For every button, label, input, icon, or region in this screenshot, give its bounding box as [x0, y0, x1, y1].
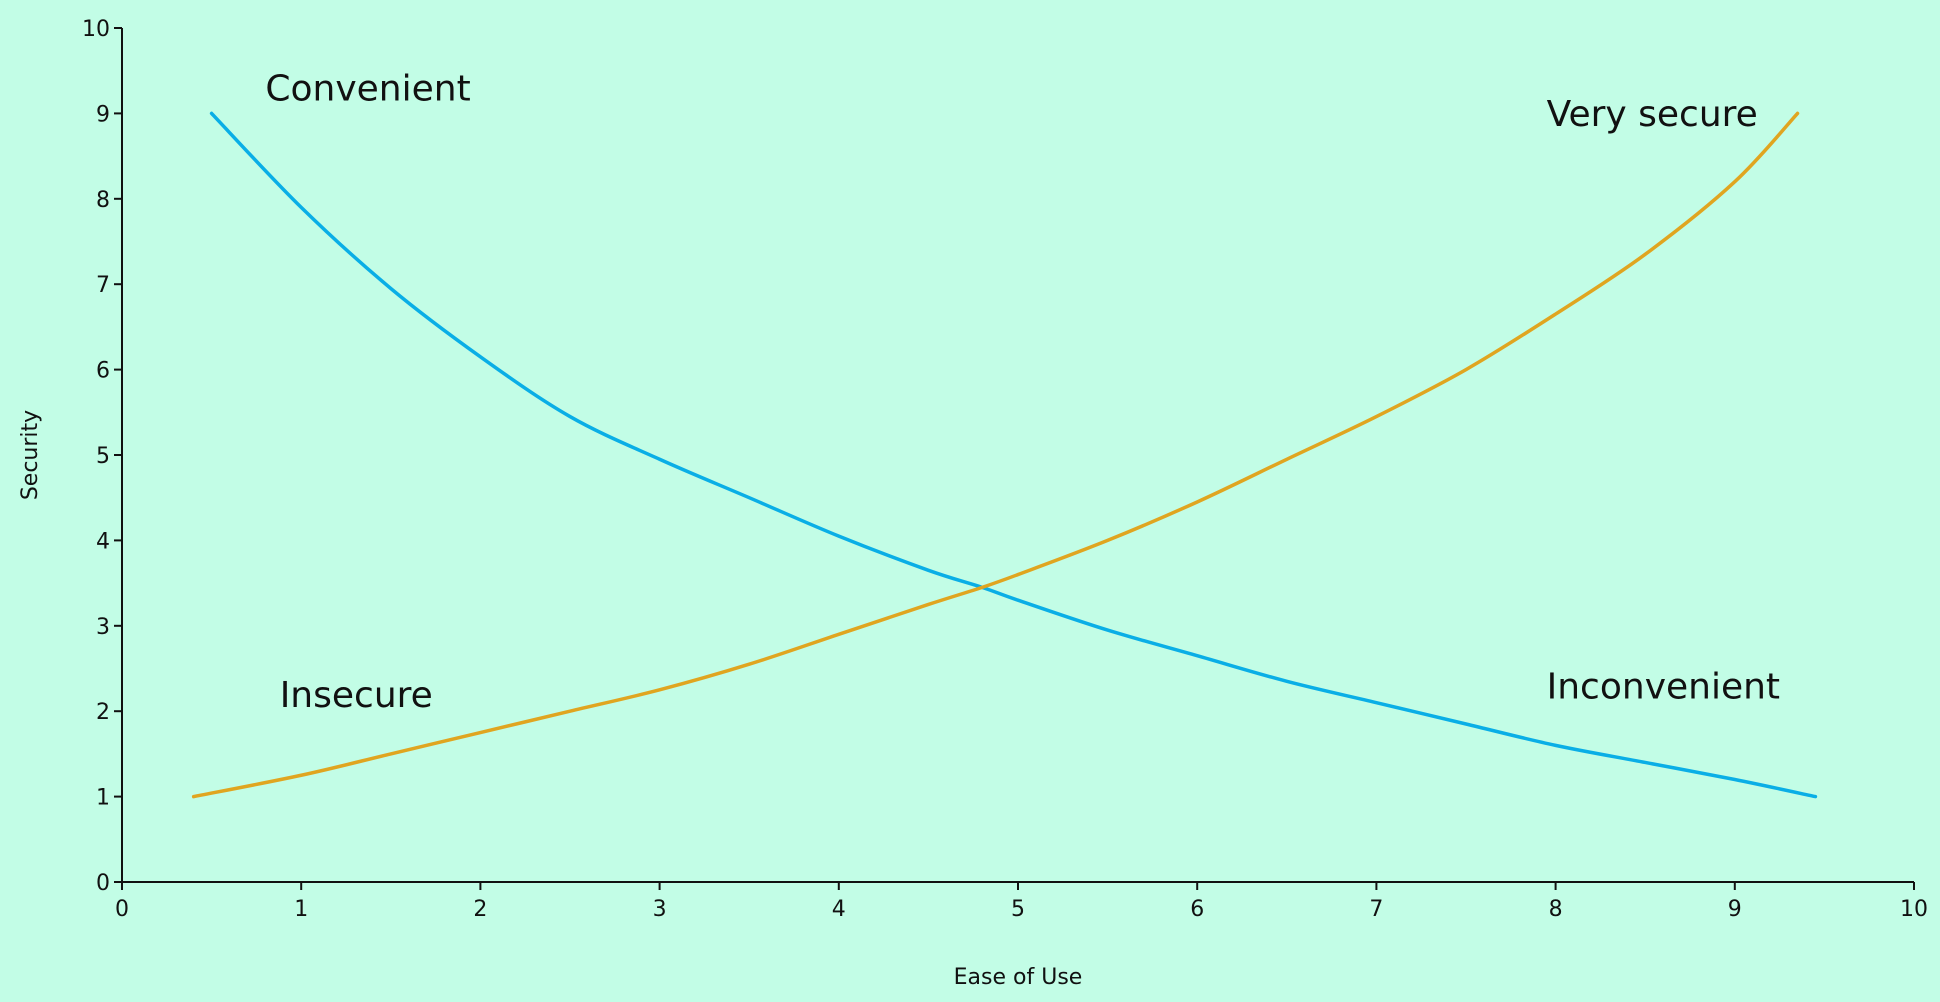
y-tick-label: 5	[96, 444, 110, 469]
y-tick-label: 2	[96, 700, 110, 725]
y-tick-label: 8	[96, 188, 110, 213]
y-tick-label: 3	[96, 615, 110, 640]
x-tick-label: 5	[1011, 897, 1025, 922]
x-tick-label: 9	[1728, 897, 1742, 922]
annotations-group: Convenient Very secure Insecure Inconvenien…	[265, 69, 1780, 716]
series-line-2	[191, 111, 1800, 799]
annotation-label: Very secure	[1547, 94, 1758, 135]
x-tick-label: 8	[1549, 897, 1563, 922]
y-tick-label: 9	[96, 102, 110, 127]
x-axis-title: Ease of Use	[954, 965, 1083, 990]
y-tick-label: 7	[96, 273, 110, 298]
x-tick-label: 4	[832, 897, 846, 922]
y-ticks: 0 1 2 3 4 5 6 7 8 9 10	[82, 17, 122, 896]
y-axis-title: Security	[18, 410, 43, 500]
series-group	[191, 111, 1818, 799]
y-tick-label: 4	[96, 529, 110, 554]
annotation-label: Inconvenient	[1547, 666, 1780, 707]
x-tick-label: 7	[1369, 897, 1383, 922]
x-tick-label: 3	[653, 897, 667, 922]
y-tick-label: 1	[96, 786, 110, 811]
x-tick-label: 6	[1190, 897, 1204, 922]
series-line-1	[209, 111, 1818, 799]
annotation-label: Convenient	[265, 69, 470, 110]
x-tick-label: 2	[473, 897, 487, 922]
y-tick-label: 6	[96, 359, 110, 384]
y-tick-label: 0	[96, 871, 110, 896]
x-tick-label: 1	[294, 897, 308, 922]
x-tick-label: 10	[1900, 897, 1928, 922]
annotation-label: Insecure	[280, 675, 433, 716]
y-tick-label: 10	[82, 17, 110, 42]
x-tick-label: 0	[115, 897, 129, 922]
x-ticks: 0 1 2 3 4 5 6 7 8 9 10	[115, 882, 1928, 922]
